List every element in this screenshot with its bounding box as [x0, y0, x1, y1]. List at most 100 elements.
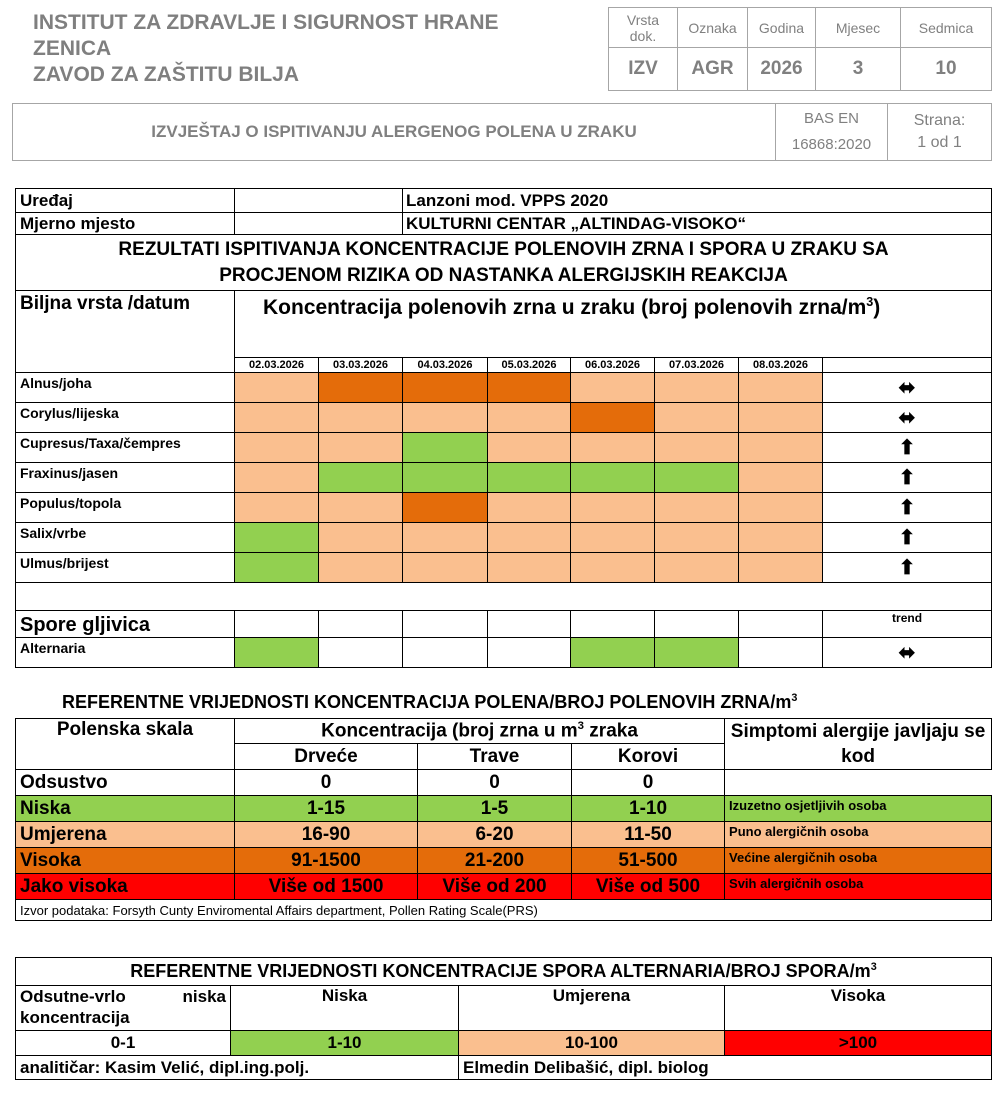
concentration-cell-umjerena [487, 432, 571, 463]
analyst-signature: analitičar: Kasim Velić, dipl.ing.polj. [15, 1055, 459, 1080]
concentration-cell-niska [402, 462, 488, 493]
concentration-header-text: Koncentracija polenovih zrna u zraku (br… [263, 296, 867, 319]
left-right-arrow-icon: ⬌ [898, 641, 916, 664]
spore-value-moderate: 10-100 [458, 1030, 725, 1056]
concentration-cell-umjerena [234, 492, 319, 523]
results-table: Uređaj Lanzoni mod. VPPS 2020 Mjerno mje… [14, 188, 993, 668]
concentration-cell-umjerena [487, 552, 571, 583]
concentration-cell-umjerena [570, 432, 655, 463]
source-row: Izvor podataka: Forsyth Cunty Enviroment… [14, 899, 993, 921]
page-value: 1 od 1 [917, 134, 962, 151]
concentration-cell-umjerena [738, 372, 823, 403]
institute-name: INSTITUT ZA ZDRAVLJE I SIGURNOST HRANE Z… [33, 10, 499, 88]
symptom: Svih alergičnih osoba [724, 873, 993, 900]
concentration-cell-umjerena [654, 432, 739, 463]
range-value: 91-1500 [234, 847, 418, 874]
symptom: Većine alergičnih osoba [724, 847, 993, 874]
meta-label: Vrsta dok. [608, 7, 678, 48]
standard-line: BAS EN [803, 110, 860, 127]
title-text: REFERENTNE VRIJEDNOSTI KONCENTRACIJE SPO… [130, 961, 871, 981]
species-row: Ulmus/brijest ⬆ [15, 552, 993, 583]
concentration-cell-umjerena [318, 522, 403, 553]
trend-cell: ⬌ [821, 637, 993, 668]
concentration-cell-umjerena [738, 492, 823, 523]
empty-cell [738, 610, 823, 638]
unit-superscript: 3 [577, 719, 585, 732]
concentration-cell [738, 637, 823, 668]
trend-cell: ⬆ [821, 432, 993, 463]
date-header: 05.03.2026 [487, 357, 571, 373]
meta-label: Sedmica [900, 7, 992, 48]
pollen-reference-table: Polenska skala Koncentracija (broj zrna … [14, 718, 993, 921]
results-title-line: PROCJENOM RIZIKA OD NASTANKA ALERGIJSKIH… [219, 264, 788, 286]
institute-city: ZENICA [33, 37, 112, 60]
range-value: 21-200 [417, 847, 572, 874]
range-value: Više od 200 [417, 873, 572, 900]
date-header: 08.03.2026 [738, 357, 823, 373]
concentration-cell-niska [570, 462, 655, 493]
title-text: REFERENTNE VRIJEDNOSTI KONCENTRACIJA POL… [62, 692, 792, 712]
range-value: Više od 500 [570, 873, 726, 900]
range-value: Više od 1500 [234, 873, 418, 900]
concentration-cell-niska [402, 432, 488, 463]
spores-label: Spore gljivica [15, 610, 235, 638]
concentration-cell-umjerena [318, 492, 403, 523]
empty-cell [570, 610, 655, 638]
spacer-cell [14, 582, 993, 611]
results-title-line: REZULTATI ISPITIVANJA KONCENTRACIJE POLE… [118, 238, 889, 260]
species-name: Fraxinus/jasen [15, 462, 235, 493]
empty-cell [318, 610, 403, 638]
left-right-arrow-icon: ⬌ [898, 406, 916, 429]
unit-superscript: 3 [866, 295, 874, 309]
unit-superscript: 3 [870, 961, 877, 973]
up-arrow-icon: ⬆ [898, 436, 916, 459]
meta-label: Oznaka [677, 7, 748, 48]
concentration-cell-visoka [487, 372, 571, 403]
concentration-cell [318, 637, 403, 668]
trend-cell: ⬆ [821, 462, 993, 493]
document-meta-table: Vrsta dok. Oznaka Godina Mjesec Sedmica … [608, 7, 992, 91]
site-label: Mjerno mjesto [15, 212, 235, 235]
spore-header-high: Visoka [724, 985, 992, 1031]
empty-cell [487, 610, 571, 638]
concentration-cell-umjerena [402, 552, 488, 583]
up-arrow-icon: ⬆ [898, 526, 916, 549]
concentration-cell-umjerena [654, 372, 739, 403]
unit-superscript: 3 [791, 692, 798, 704]
meta-label: Mjesec [815, 7, 901, 48]
range-value: 0 [417, 769, 572, 796]
concentration-cell-umjerena [570, 552, 655, 583]
species-name: Cupresus/Taxa/čempres [15, 432, 235, 463]
level-name: Umjerena [15, 821, 235, 848]
symptom: Izuzetno osjetljivih osoba [724, 795, 993, 822]
concentration-cell-umjerena [318, 552, 403, 583]
concentration-cell-umjerena [654, 402, 739, 433]
spore-reference-title: REFERENTNE VRIJEDNOSTI KONCENTRACIJE SPO… [15, 957, 992, 986]
concentration-cell-umjerena [654, 552, 739, 583]
trend-cell: ⬌ [821, 402, 993, 433]
range-value: 1-5 [417, 795, 572, 822]
spore-header-absent: Odsutne-vrlo niska koncentracija [15, 985, 231, 1031]
concentration-cell-niska [234, 552, 319, 583]
report-title: IZVJEŠTAJ O ISPITIVANJU ALERGENOG POLENA… [12, 103, 776, 161]
meta-value: 3 [815, 47, 901, 91]
column-header-trees: Drveće [234, 743, 418, 770]
meta-value: AGR [677, 47, 748, 91]
date-header: 03.03.2026 [318, 357, 403, 373]
species-row: Populus/topola ⬆ [15, 492, 993, 523]
level-name: Visoka [15, 847, 235, 874]
concentration-cell-umjerena [234, 432, 319, 463]
species-header: Biljna vrsta /datum [15, 290, 235, 373]
empty-cell [654, 610, 739, 638]
range-value: 6-20 [417, 821, 572, 848]
level-name: Odsustvo [15, 769, 235, 796]
species-name: Alternaria [15, 637, 235, 668]
trend-cell: ⬆ [821, 492, 993, 523]
page-number: Strana: 1 od 1 [887, 103, 992, 161]
species-name: Alnus/joha [15, 372, 235, 403]
concentration-cell-umjerena [234, 372, 319, 403]
concentration-cell-umjerena [570, 372, 655, 403]
device-value: Lanzoni mod. VPPS 2020 [401, 188, 993, 213]
spore-value-absent: 0-1 [15, 1030, 231, 1056]
range-value: 11-50 [570, 821, 726, 848]
